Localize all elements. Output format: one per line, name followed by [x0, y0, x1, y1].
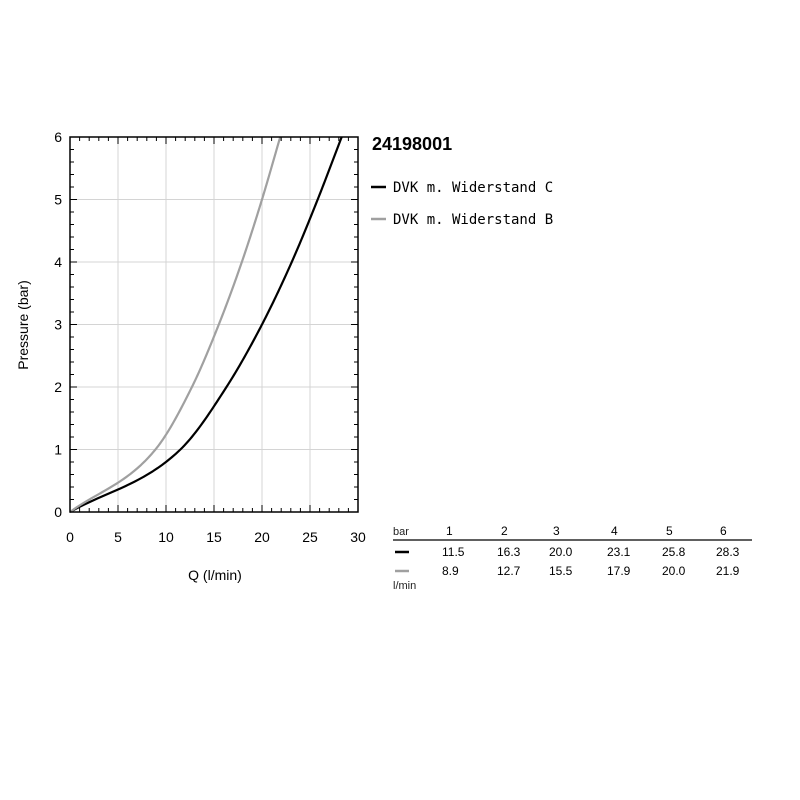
table-column-header: 1 — [446, 524, 453, 538]
x-tick-label: 20 — [254, 529, 270, 545]
table-cell: 12.7 — [497, 564, 521, 578]
table-cell: 23.1 — [607, 545, 631, 559]
x-axis-label: Q (l/min) — [188, 567, 242, 583]
y-tick-label: 0 — [54, 504, 62, 520]
table-cell: 11.5 — [442, 545, 465, 559]
table-cell: 20.0 — [549, 545, 573, 559]
y-tick-label: 4 — [54, 254, 62, 270]
y-tick-label: 1 — [54, 442, 62, 458]
y-tick-label: 6 — [54, 129, 62, 145]
y-tick-label: 3 — [54, 317, 62, 333]
table-cell: 16.3 — [497, 545, 521, 559]
table-column-header: 2 — [501, 524, 508, 538]
table-cell: 20.0 — [662, 564, 686, 578]
table-column-header: 4 — [611, 524, 618, 538]
axes: 0 5 10 15 20 25 30 0 1 2 3 4 5 6 — [54, 129, 366, 545]
legend: DVK m. Widerstand C DVK m. Widerstand B — [371, 180, 553, 228]
legend-label: DVK m. Widerstand C — [393, 180, 553, 196]
y-tick-label: 2 — [54, 379, 62, 395]
x-tick-label: 0 — [66, 529, 74, 545]
table-column-header: 3 — [553, 524, 560, 538]
table-cell: 8.9 — [442, 564, 459, 578]
grid — [70, 137, 358, 512]
table-cell: 15.5 — [549, 564, 573, 578]
table-header-label: bar — [393, 526, 409, 538]
chart-title: 24198001 — [372, 134, 452, 154]
table-column-header: 6 — [720, 524, 727, 538]
table-unit-label: l/min — [393, 580, 416, 592]
series-line-1 — [69, 136, 343, 513]
table-cell: 28.3 — [716, 545, 740, 559]
x-tick-label: 25 — [302, 529, 318, 545]
plot-frame — [69, 136, 359, 513]
y-axis-label: Pressure (bar) — [15, 280, 31, 369]
y-tick-label: 5 — [54, 192, 62, 208]
x-tick-label: 5 — [114, 529, 122, 545]
series-lines — [69, 136, 343, 513]
table-cell: 21.9 — [716, 564, 740, 578]
data-table: bar 1 2 3 4 5 6 11.5 16.3 20.0 23.1 25.8 28.3 8.9 12.7… — [393, 524, 752, 592]
legend-label: DVK m. Widerstand B — [393, 212, 553, 228]
table-cell: 25.8 — [662, 545, 686, 559]
x-tick-label: 15 — [206, 529, 222, 545]
series-line-2 — [69, 136, 282, 513]
x-tick-label: 10 — [158, 529, 174, 545]
table-cell: 17.9 — [607, 564, 631, 578]
x-tick-label: 30 — [350, 529, 366, 545]
table-column-header: 5 — [666, 524, 673, 538]
